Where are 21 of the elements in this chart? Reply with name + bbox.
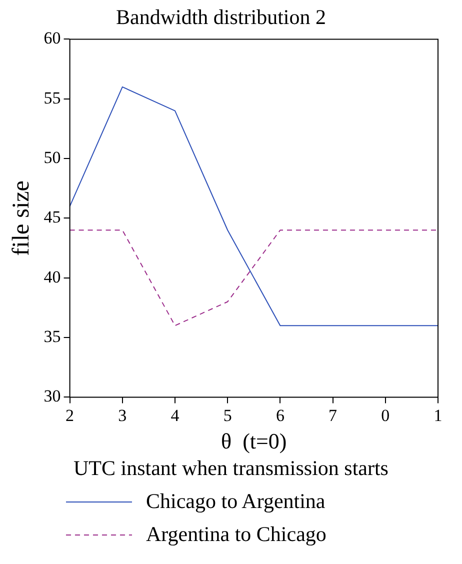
legend-title: UTC instant when transmission starts <box>72 456 390 481</box>
legend-label: Chicago to Argentina <box>146 489 326 514</box>
y-tick-label: 40 <box>44 267 61 286</box>
x-tick-label: 7 <box>328 406 338 425</box>
x-tick-label: 1 <box>434 406 442 425</box>
x-tick-label: 4 <box>170 406 180 425</box>
y-axis-title: file size <box>8 180 35 256</box>
y-tick-label: 30 <box>44 386 61 406</box>
y-tick-label: 60 <box>44 28 61 48</box>
y-tick-label: 50 <box>44 148 61 167</box>
y-tick-label: 35 <box>44 327 61 346</box>
x-tick-label: 5 <box>223 406 232 425</box>
y-tick-label: 55 <box>44 88 61 108</box>
x-axis-title: θ (t=0) <box>221 428 287 454</box>
x-tick-label: 3 <box>118 406 127 425</box>
x-tick-label: 0 <box>381 406 390 425</box>
legend-label: Argentina to Chicago <box>146 522 326 547</box>
x-tick-label: 6 <box>276 406 284 425</box>
x-tick-label: 2 <box>66 406 74 425</box>
y-tick-label: 45 <box>44 208 61 227</box>
chart-title: Bandwidth distribution 2 <box>116 5 326 30</box>
